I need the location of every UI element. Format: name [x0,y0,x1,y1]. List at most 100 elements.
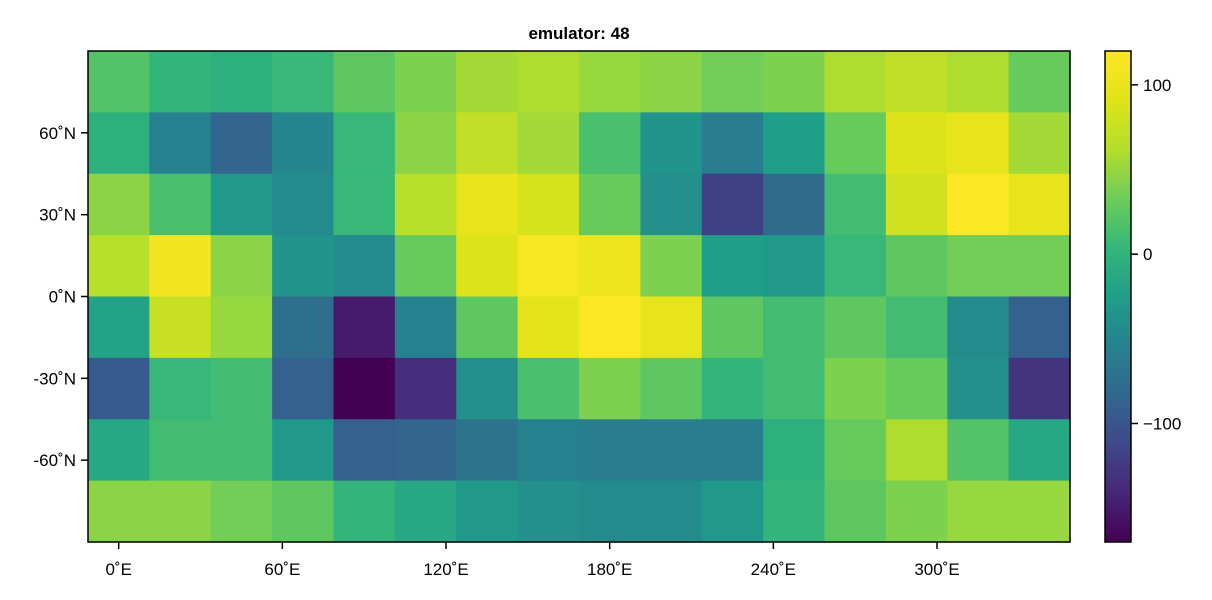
heatmap-cell [640,235,703,298]
x-tick-label: 240˚E [751,560,796,579]
heatmap-cell [88,112,150,175]
heatmap-cell [272,235,335,298]
heatmap-cell [333,51,396,113]
colorbar-tick-label: 0 [1143,245,1152,264]
heatmap-cell [885,235,948,298]
heatmap-cell [701,296,764,359]
heatmap-cell [885,419,948,482]
heatmap-cell [763,235,826,298]
heatmap-cell [1008,51,1071,113]
heatmap-cell [640,112,703,175]
heatmap-cell [456,296,519,359]
heatmap-cell [763,112,826,175]
y-tick-label: 0˚N [49,288,76,307]
heatmap-cell [824,357,887,420]
heatmap-cell [394,173,457,236]
heatmap-cell [517,173,580,236]
heatmap-cell [394,419,457,482]
heatmap-cell [701,419,764,482]
heatmap-cell [763,480,826,543]
heatmap-cell [272,357,335,420]
heatmap-cell [149,357,212,420]
heatmap-cell [149,51,212,113]
heatmap-cell [947,357,1010,420]
heatmap-cell [272,296,335,359]
heatmap-cell [394,357,457,420]
heatmap-cell [333,235,396,298]
heatmap-cell [394,480,457,543]
heatmap-cell [272,51,335,113]
heatmap-cell [456,51,519,113]
heatmap-cell [579,419,641,482]
heatmap-cell [210,357,273,420]
heatmap-cell [456,419,519,482]
heatmap-cell [763,296,826,359]
heatmap-cell [272,419,335,482]
heatmap-cell [701,480,764,543]
heatmap-cell [885,51,948,113]
y-tick-label: -60˚N [33,451,76,470]
heatmap-cell [640,480,703,543]
heatmap-cell [1008,235,1071,298]
x-tick-label: 180˚E [587,560,632,579]
chart-title: emulator: 48 [528,24,629,43]
heatmap-cell [579,51,641,113]
colorbar-gradient [1104,50,1132,543]
heatmap-cell [640,173,703,236]
heatmap-cell [88,357,150,420]
heatmap-cell [701,235,764,298]
heatmap-cell [824,51,887,113]
heatmap-cell [579,357,641,420]
x-tick-label: 60˚E [264,560,300,579]
heatmap-cell [824,112,887,175]
heatmap-cell [640,51,703,113]
y-tick-label: -30˚N [33,369,76,388]
heatmap-cell [333,296,396,359]
heatmap-cell [456,480,519,543]
heatmap-cells [88,51,1071,543]
heatmap-cell [824,173,887,236]
x-tick-label: 120˚E [423,560,468,579]
heatmap-cell [947,296,1010,359]
heatmap-cell [579,480,641,543]
heatmap-cell [885,480,948,543]
heatmap-cell [210,235,273,298]
heatmap-cell [333,112,396,175]
heatmap-cell [210,296,273,359]
heatmap-cell [394,112,457,175]
colorbar: 100 0 −100 [1104,50,1181,543]
heatmap-cell [394,51,457,113]
x-tick-label: 0˚E [105,560,131,579]
heatmap-cell [456,112,519,175]
heatmap-cell [517,112,580,175]
heatmap-cell [88,419,150,482]
heatmap-cell [272,480,335,543]
heatmap-cell [456,235,519,298]
heatmap-cell [763,419,826,482]
heatmap-cell [579,296,641,359]
heatmap-cell [824,480,887,543]
heatmap-cell [394,296,457,359]
heatmap-cell [579,235,641,298]
heatmap-cell [210,112,273,175]
heatmap-cell [701,173,764,236]
heatmap-cell [272,112,335,175]
heatmap-cell [149,419,212,482]
colorbar-ticks: 100 0 −100 [1131,76,1181,433]
heatmap-cell [640,296,703,359]
heatmap-cell [210,51,273,113]
heatmap-cell [333,357,396,420]
heatmap-cell [210,173,273,236]
heatmap-cell [517,419,580,482]
heatmap-cell [333,173,396,236]
heatmap-cell [456,357,519,420]
heatmap-cell [210,419,273,482]
heatmap-cell [333,419,396,482]
heatmap-cell [88,51,150,113]
heatmap-cell [517,235,580,298]
heatmap-cell [456,173,519,236]
heatmap-cell [824,419,887,482]
heatmap-cell [763,173,826,236]
colorbar-tick-label: −100 [1143,414,1181,433]
heatmap-cell [517,51,580,113]
